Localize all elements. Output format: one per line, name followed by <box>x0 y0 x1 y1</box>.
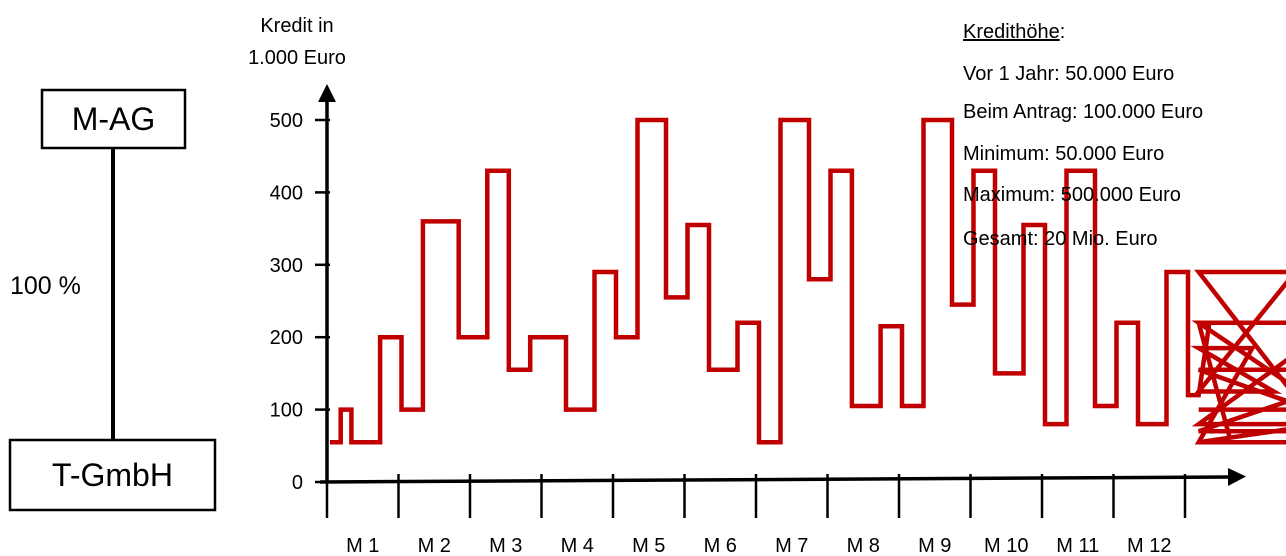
info-heading: Kredithöhe: <box>963 21 1065 43</box>
x-axis-arrow <box>1228 468 1246 486</box>
y-axis-arrow <box>318 84 336 102</box>
info-line-application: Beim Antrag: 100.000 Euro <box>963 101 1203 123</box>
info-line-total: Gesamt: 20 Mio. Euro <box>963 228 1158 250</box>
x-tick-label-2: M 2 <box>418 535 451 556</box>
parent-company-box <box>40 88 187 150</box>
info-line-minimum: Minimum: 50.000 Euro <box>963 143 1164 165</box>
y-tick-label-0: 0 <box>292 472 303 494</box>
x-tick-label-10: M 10 <box>984 535 1028 556</box>
x-tick-label-1: M 1 <box>346 535 379 556</box>
x-axis <box>319 475 1231 484</box>
x-tick-label-12: M 12 <box>1127 535 1171 556</box>
y-tick-label-2: 200 <box>270 327 303 349</box>
info-line-previous-year: Vor 1 Jahr: 50.000 Euro <box>963 63 1174 85</box>
parent-company-label: M-AG <box>72 101 156 137</box>
y-tick-label-4: 400 <box>270 182 303 204</box>
x-tick-label-4: M 4 <box>561 535 594 556</box>
credit-step-line <box>330 117 1286 445</box>
x-tick-label-9: M 9 <box>918 535 951 556</box>
y-tick-label-1: 100 <box>270 400 303 422</box>
info-heading-suffix: : <box>1060 21 1066 43</box>
y-axis-label-line-2: 1.000 Euro <box>248 47 346 69</box>
x-tick-label-11: M 11 <box>1056 535 1099 556</box>
ownership-share: 100 % <box>10 272 81 300</box>
subsidiary-label: T-GmbH <box>52 457 173 493</box>
x-tick-label-3: M 3 <box>489 535 522 556</box>
y-axis-label-line-1: Kredit in <box>260 15 333 37</box>
x-tick-label-6: M 6 <box>704 535 737 556</box>
y-tick-label-5: 500 <box>270 110 303 132</box>
info-line-maximum: Maximum: 500.000 Euro <box>963 184 1181 206</box>
x-ticks: M 1 M 2 M 3 M 4 M 5 M 6 M 7 M 8 M 9 M 10 M 11 M 12 <box>325 474 1187 556</box>
subsidiary-box <box>8 438 217 512</box>
x-tick-label-5: M 5 <box>632 535 665 556</box>
x-tick-label-8: M 8 <box>847 535 880 556</box>
x-tick-label-7: M 7 <box>775 535 808 556</box>
y-ticks: 0 100 200 300 400 500 <box>270 110 330 494</box>
y-tick-label-3: 300 <box>270 255 303 277</box>
info-heading-text: Kredithöhe <box>963 21 1060 43</box>
series-credit <box>330 117 1286 445</box>
